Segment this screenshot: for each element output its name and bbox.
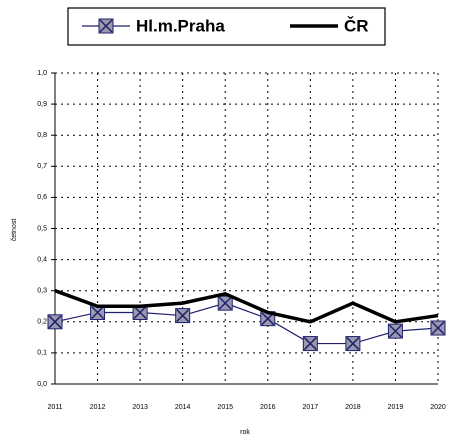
y-tick-label: 0,0: [37, 381, 47, 388]
y-tick-label: 0,8: [37, 132, 47, 139]
x-tick-label: 2020: [430, 404, 446, 411]
series-line: [54, 289, 439, 324]
x-tick-label: 2011: [47, 404, 62, 411]
y-tick-label: 0,9: [37, 101, 47, 108]
x-tick-label: 2012: [90, 404, 106, 411]
y-tick-label: 0,2: [37, 319, 47, 326]
legend-label: ČR: [344, 16, 369, 35]
x-tick-label: 2018: [345, 404, 361, 411]
x-tick-label: 2015: [217, 404, 233, 411]
marker-cross: [388, 324, 402, 338]
legend-label: Hl.m.Praha: [136, 16, 225, 35]
y-tick-label: 1,0: [37, 70, 47, 77]
marker-cross: [133, 305, 147, 320]
y-tick-label: 0,7: [37, 163, 47, 170]
y-tick-label: 0,1: [37, 350, 47, 357]
x-tick-label: 2019: [388, 404, 404, 411]
marker-cross: [91, 305, 105, 320]
marker-cross: [48, 315, 62, 329]
x-tick-label: 2014: [175, 404, 191, 411]
x-tick-label: 2017: [303, 404, 319, 411]
marker-cross: [346, 337, 360, 351]
marker-cross: [218, 296, 232, 310]
marker-cross: [176, 309, 190, 323]
x-axis-label: rok: [240, 429, 250, 436]
y-axis-label: četnost: [11, 219, 18, 242]
marker-cross: [431, 321, 445, 335]
legend-marker-cross: [99, 19, 113, 33]
y-tick-label: 0,6: [37, 194, 47, 201]
x-tick-label: 2016: [260, 404, 276, 411]
x-tick-label: 2013: [132, 404, 148, 411]
y-tick-label: 0,3: [37, 288, 47, 295]
marker-cross: [303, 337, 317, 351]
y-tick-label: 0,4: [37, 256, 47, 263]
series-line: [54, 302, 439, 345]
y-tick-label: 0,5: [37, 225, 47, 232]
